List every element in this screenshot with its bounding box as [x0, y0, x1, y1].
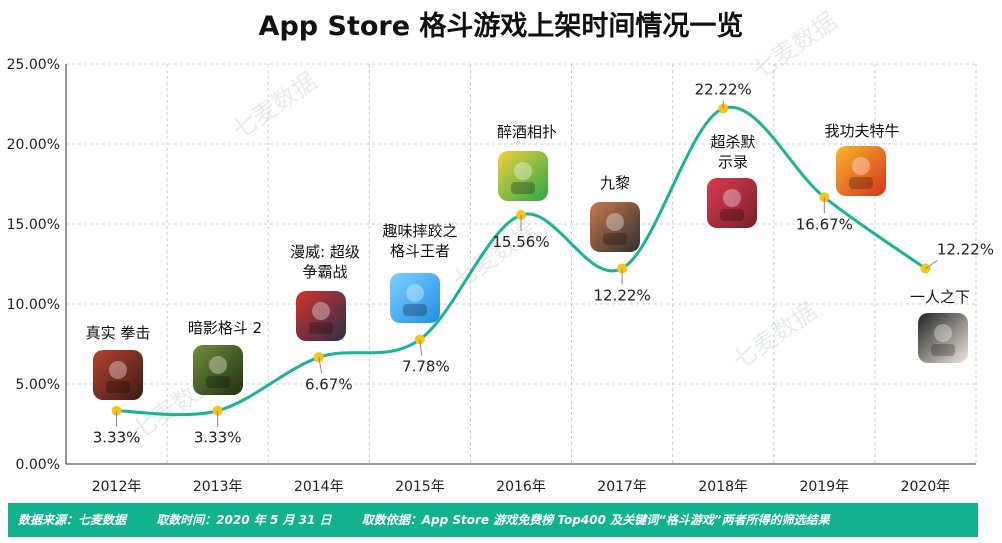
watermark-text: 七麦数据 — [227, 67, 322, 145]
y-tick-label: 15.00% — [7, 217, 60, 233]
x-tick-label: 2016年 — [496, 479, 546, 495]
game-name-label: 争霸战 — [302, 263, 347, 281]
y-tick-label: 10.00% — [7, 297, 60, 313]
game-name-label: 超杀默 — [710, 133, 755, 151]
data-label: 6.67% — [305, 375, 353, 393]
game-name-label: 醉酒相扑 — [497, 123, 557, 141]
shadow-fighter-icon — [193, 345, 243, 395]
data-label: 3.33% — [194, 429, 242, 447]
footer-time: 取数时间：2020 年 5 月 31 日 — [156, 513, 332, 527]
jiuli-icon — [590, 202, 640, 252]
game-name-label: 漫威: 超级 — [290, 243, 360, 261]
x-tick-label: 2014年 — [294, 479, 344, 495]
game-name-label: 格斗王者 — [390, 242, 450, 260]
game-name-label: 真实 拳击 — [86, 324, 151, 342]
boxing-game-icon — [93, 350, 143, 400]
y-tick-label: 5.00% — [16, 377, 60, 393]
footer-basis: 取数依据：App Store 游戏免费榜 Top400 及关键词“格斗游戏”两者… — [361, 513, 830, 527]
y-tick-label: 0.00% — [16, 457, 60, 473]
y-tick-label: 25.00% — [7, 57, 60, 73]
label-leader — [925, 260, 938, 269]
data-label: 22.22% — [695, 80, 752, 98]
game-name-label: 一人之下 — [910, 288, 970, 306]
watermark-text: 七麦数据 — [727, 297, 822, 375]
marvel-icon — [296, 291, 346, 341]
game-icons — [93, 146, 968, 400]
footer-source: 数据来源：七麦数据 — [18, 513, 127, 527]
x-tick-label: 2012年 — [92, 479, 142, 495]
x-tick-label: 2020年 — [901, 479, 951, 495]
watermark-text: 七麦数据 — [447, 217, 542, 295]
game-name-label: 趣味摔跤之 — [382, 222, 457, 240]
label-leader — [419, 339, 423, 356]
x-tick-label: 2013年 — [193, 479, 243, 495]
data-label: 16.67% — [796, 215, 853, 233]
game-name-label: 暗影格斗 2 — [188, 319, 262, 337]
drunken-wrestlers-icon — [498, 151, 548, 201]
anime-girl-icon — [707, 178, 757, 228]
series-path — [116, 105, 927, 417]
grid-lines — [66, 63, 977, 464]
data-label: 12.22% — [937, 240, 994, 258]
data-labels: 3.33% 3.33% 6.67% 7.78% 15.56% 12.22% 22.22% 16… — [93, 80, 994, 446]
game-name-label: 示录 — [718, 153, 748, 171]
game-name-label: 我功夫特牛 — [824, 122, 899, 140]
y-tick-label: 20.00% — [7, 137, 60, 153]
chart-title: App Store 格斗游戏上架时间情况一览 — [258, 11, 744, 42]
data-label: 7.78% — [402, 358, 450, 376]
axes: 0.00% 5.00% 10.00% 15.00% 20.00% 25.00% 2012年 2… — [7, 57, 976, 495]
game-name-label: 九黎 — [600, 174, 630, 192]
x-tick-label: 2019年 — [800, 479, 850, 495]
yirenzhixia-icon — [918, 313, 968, 363]
x-tick-label: 2015年 — [395, 479, 445, 495]
kungfu-icon — [836, 146, 886, 196]
x-tick-label: 2017年 — [597, 479, 647, 495]
footer-bar: 数据来源：七麦数据 取数时间：2020 年 5 月 31 日 取数依据：App … — [8, 503, 978, 537]
data-label: 3.33% — [93, 429, 141, 447]
wrestling-icon — [390, 273, 440, 323]
label-leader — [318, 357, 323, 374]
data-label: 15.56% — [492, 233, 549, 251]
data-label: 12.22% — [594, 286, 651, 304]
x-tick-label: 2018年 — [698, 479, 748, 495]
